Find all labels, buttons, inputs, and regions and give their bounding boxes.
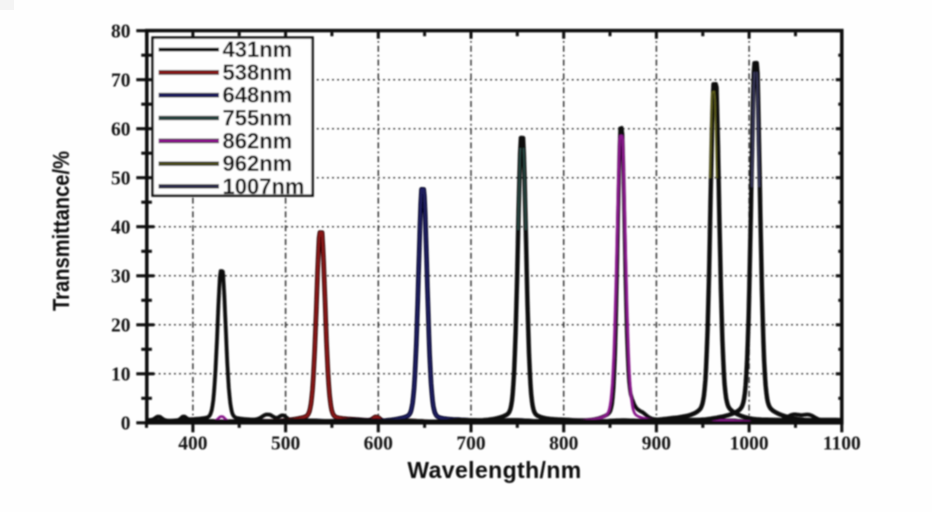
svg-text:70: 70 [111,70,131,91]
svg-text:600: 600 [364,434,393,455]
svg-text:1100: 1100 [823,434,861,455]
svg-text:500: 500 [271,434,300,455]
svg-text:400: 400 [178,434,207,455]
svg-text:40: 40 [111,217,131,238]
svg-text:900: 900 [642,434,671,455]
svg-text:Transmittance/%: Transmittance/% [48,151,74,311]
svg-text:50: 50 [111,168,131,189]
svg-text:962nm: 962nm [223,151,293,176]
svg-text:755nm: 755nm [223,106,293,131]
svg-text:538nm: 538nm [223,60,293,85]
svg-text:60: 60 [111,119,131,140]
svg-text:0: 0 [121,413,131,434]
svg-text:80: 80 [111,21,131,42]
svg-text:1007nm: 1007nm [223,174,305,199]
svg-text:700: 700 [456,434,485,455]
svg-text:10: 10 [111,364,131,385]
svg-text:Wavelength/nm: Wavelength/nm [407,457,581,483]
svg-text:862nm: 862nm [223,128,293,153]
svg-text:800: 800 [549,434,578,455]
svg-text:30: 30 [111,266,131,287]
svg-text:431nm: 431nm [223,37,293,62]
svg-text:20: 20 [111,315,131,336]
svg-text:1000: 1000 [730,434,769,455]
svg-text:648nm: 648nm [223,83,293,108]
